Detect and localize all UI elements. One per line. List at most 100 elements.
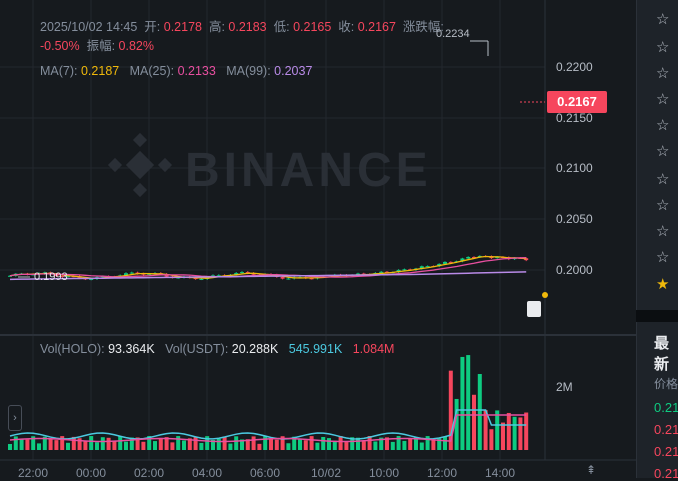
open-value: 0.2178 xyxy=(163,20,202,34)
volume-bar xyxy=(240,439,244,450)
price-tick: 0.2150 xyxy=(556,111,593,125)
time-tick: 02:00 xyxy=(134,466,165,480)
volume-bar xyxy=(425,436,430,450)
favorite-star-icon[interactable]: ☆ xyxy=(656,249,670,266)
candle-body xyxy=(286,278,291,280)
volume-bar xyxy=(454,398,459,450)
ma-row: MA(7): 0.2187 MA(25): 0.2133 MA(99): 0.2… xyxy=(40,64,312,78)
volume-bar xyxy=(269,438,273,450)
volume-bar xyxy=(83,440,88,450)
candle-body xyxy=(124,273,128,276)
price-tick: 0.2000 xyxy=(556,263,593,277)
favorite-star-icon[interactable]: ☆ xyxy=(656,65,670,82)
favorite-star-icon[interactable]: ☆ xyxy=(656,171,670,188)
change-label: 涨跌幅: xyxy=(402,20,444,34)
time-tick: 00:00 xyxy=(76,466,107,480)
kline-chart[interactable]: BINANCE xyxy=(0,0,636,478)
note-icon[interactable] xyxy=(527,301,541,317)
vol-usdt-label: Vol(USDT): xyxy=(165,342,229,356)
panel-divider xyxy=(636,310,678,322)
volume-bar xyxy=(414,437,418,450)
latest-trades-title[interactable]: 最新 xyxy=(654,335,670,373)
close-value: 0.2167 xyxy=(357,20,396,34)
trade-price: 0.21 xyxy=(654,444,678,459)
volume-bar xyxy=(408,438,413,450)
candle-body xyxy=(466,256,471,259)
candle-body xyxy=(309,278,314,280)
volume-bar xyxy=(327,438,331,450)
favorite-star-icon[interactable]: ☆ xyxy=(656,39,670,56)
volume-bar xyxy=(385,437,389,450)
volume-bar xyxy=(437,438,442,450)
volume-bar xyxy=(379,437,384,450)
volume-bar xyxy=(13,436,18,450)
volume-bar xyxy=(211,439,215,450)
time-tick: 06:00 xyxy=(250,466,281,480)
ma99-value: 0.2037 xyxy=(274,64,313,78)
volume-bar xyxy=(245,439,250,450)
favorite-star-icon[interactable]: ☆ xyxy=(656,11,670,28)
volume-bar xyxy=(124,441,128,450)
open-label: 开: xyxy=(144,20,161,34)
candle-body xyxy=(402,269,407,271)
favorite-star-icon[interactable]: ☆ xyxy=(656,223,670,240)
favorite-star-icon[interactable]: ☆ xyxy=(656,143,670,160)
close-label: 收: xyxy=(338,20,355,34)
volume-bar xyxy=(274,439,279,450)
binance-logo-watermark xyxy=(107,132,173,198)
volume-bar xyxy=(89,436,94,450)
volume-bar xyxy=(350,437,355,450)
volume-bar xyxy=(489,429,494,450)
volume-ma-short-line xyxy=(9,409,527,440)
volume-bar xyxy=(170,442,175,450)
candle-body xyxy=(448,261,453,263)
volume-bar xyxy=(292,436,297,450)
ma7-value: 0.2187 xyxy=(80,64,120,78)
volume-bar xyxy=(373,441,378,450)
volume-bar xyxy=(280,436,285,450)
price-tick: 0.2050 xyxy=(556,212,593,226)
volume-bar xyxy=(100,437,105,450)
volume-bar xyxy=(518,417,523,450)
chart-area[interactable]: BINANCE 2025/10/02 14:45 开: 0.2178 高: 0.… xyxy=(0,0,636,480)
volume-row: Vol(HOLO): 93.364K Vol(USDT): 20.288K 54… xyxy=(40,342,394,356)
time-tick: 14:00 xyxy=(485,466,516,480)
candle-body xyxy=(385,271,389,273)
volume-bar xyxy=(321,436,326,450)
volume-bar xyxy=(315,442,320,450)
candle-body xyxy=(8,275,12,277)
amplitude-label: 振幅: xyxy=(86,39,116,53)
volume-bar xyxy=(205,436,210,450)
volume-bar xyxy=(141,441,146,450)
favorite-star-icon[interactable]: ☆ xyxy=(656,117,670,134)
trade-price: 0.21 xyxy=(654,466,678,481)
ma99-label: MA(99): xyxy=(226,64,271,78)
low-value: 0.2165 xyxy=(293,20,332,34)
volume-bar xyxy=(303,440,308,450)
favorite-star-filled-icon[interactable]: ★ xyxy=(656,276,670,293)
scroll-to-latest-icon[interactable]: ⇞ xyxy=(585,463,597,477)
volume-bar xyxy=(402,440,407,450)
volume-bar xyxy=(472,394,476,450)
volume-bar xyxy=(216,438,221,450)
favorite-star-icon[interactable]: ☆ xyxy=(656,197,670,214)
candle-body xyxy=(524,258,529,261)
ohlc-row: 2025/10/02 14:45 开: 0.2178 高: 0.2183 低: … xyxy=(40,16,444,35)
candle-body xyxy=(280,276,285,279)
volume-bar xyxy=(147,436,152,450)
volume-bar xyxy=(506,412,511,450)
volume-ma-long-line xyxy=(9,414,527,443)
low-label: 低: xyxy=(273,20,290,34)
volume-bar xyxy=(199,442,204,450)
volume-bar xyxy=(158,437,163,450)
volume-bar xyxy=(182,440,186,450)
time-tick: 22:00 xyxy=(18,466,49,480)
ma25-label: MA(25): xyxy=(129,64,175,78)
favorite-star-icon[interactable]: ☆ xyxy=(656,91,670,108)
change-row: -0.50% 振幅: 0.82% xyxy=(40,35,154,54)
volume-bar xyxy=(263,436,268,450)
volume-bar xyxy=(286,443,291,450)
price-tick: 0.2100 xyxy=(556,161,593,175)
expand-panel-button[interactable]: › xyxy=(8,405,22,431)
candle-body xyxy=(251,273,256,275)
